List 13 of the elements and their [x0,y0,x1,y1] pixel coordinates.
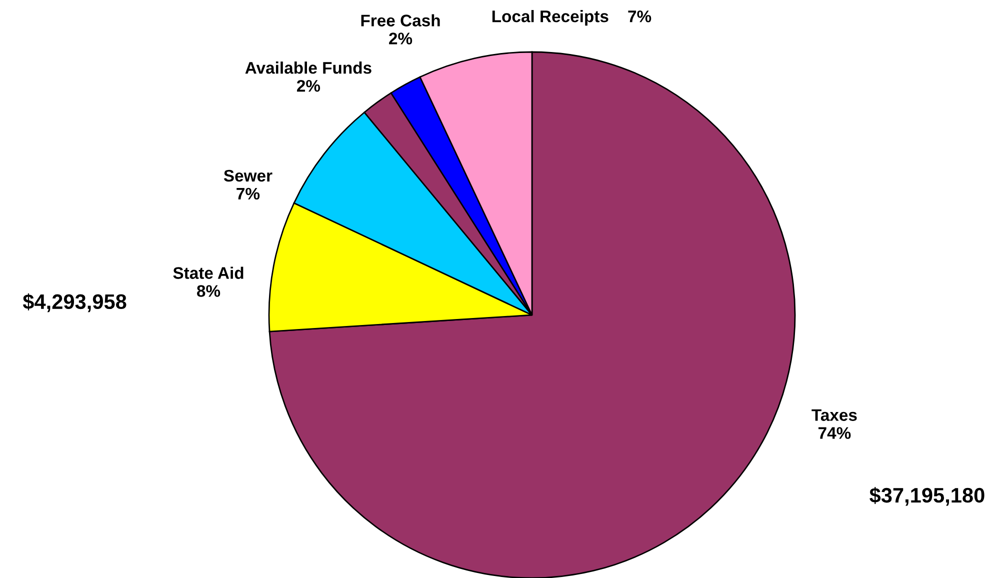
text: $4,293,958 [22,293,126,312]
slice-label: State Aid [173,266,244,279]
slice-label: Taxes [812,409,857,421]
data-label: 74% [818,427,851,439]
slice-label: Free Cash [361,14,440,26]
data-label: 8% [196,285,220,297]
data-label: 2% [296,80,320,92]
data-label: 7% [236,188,260,200]
slice-label: Sewer [224,170,272,182]
data-label: 2% [389,32,412,44]
text: $37,195,180 [870,487,984,506]
slice-label: Local Receipts 7% [492,10,652,26]
slice-label: Available Funds [245,62,372,74]
